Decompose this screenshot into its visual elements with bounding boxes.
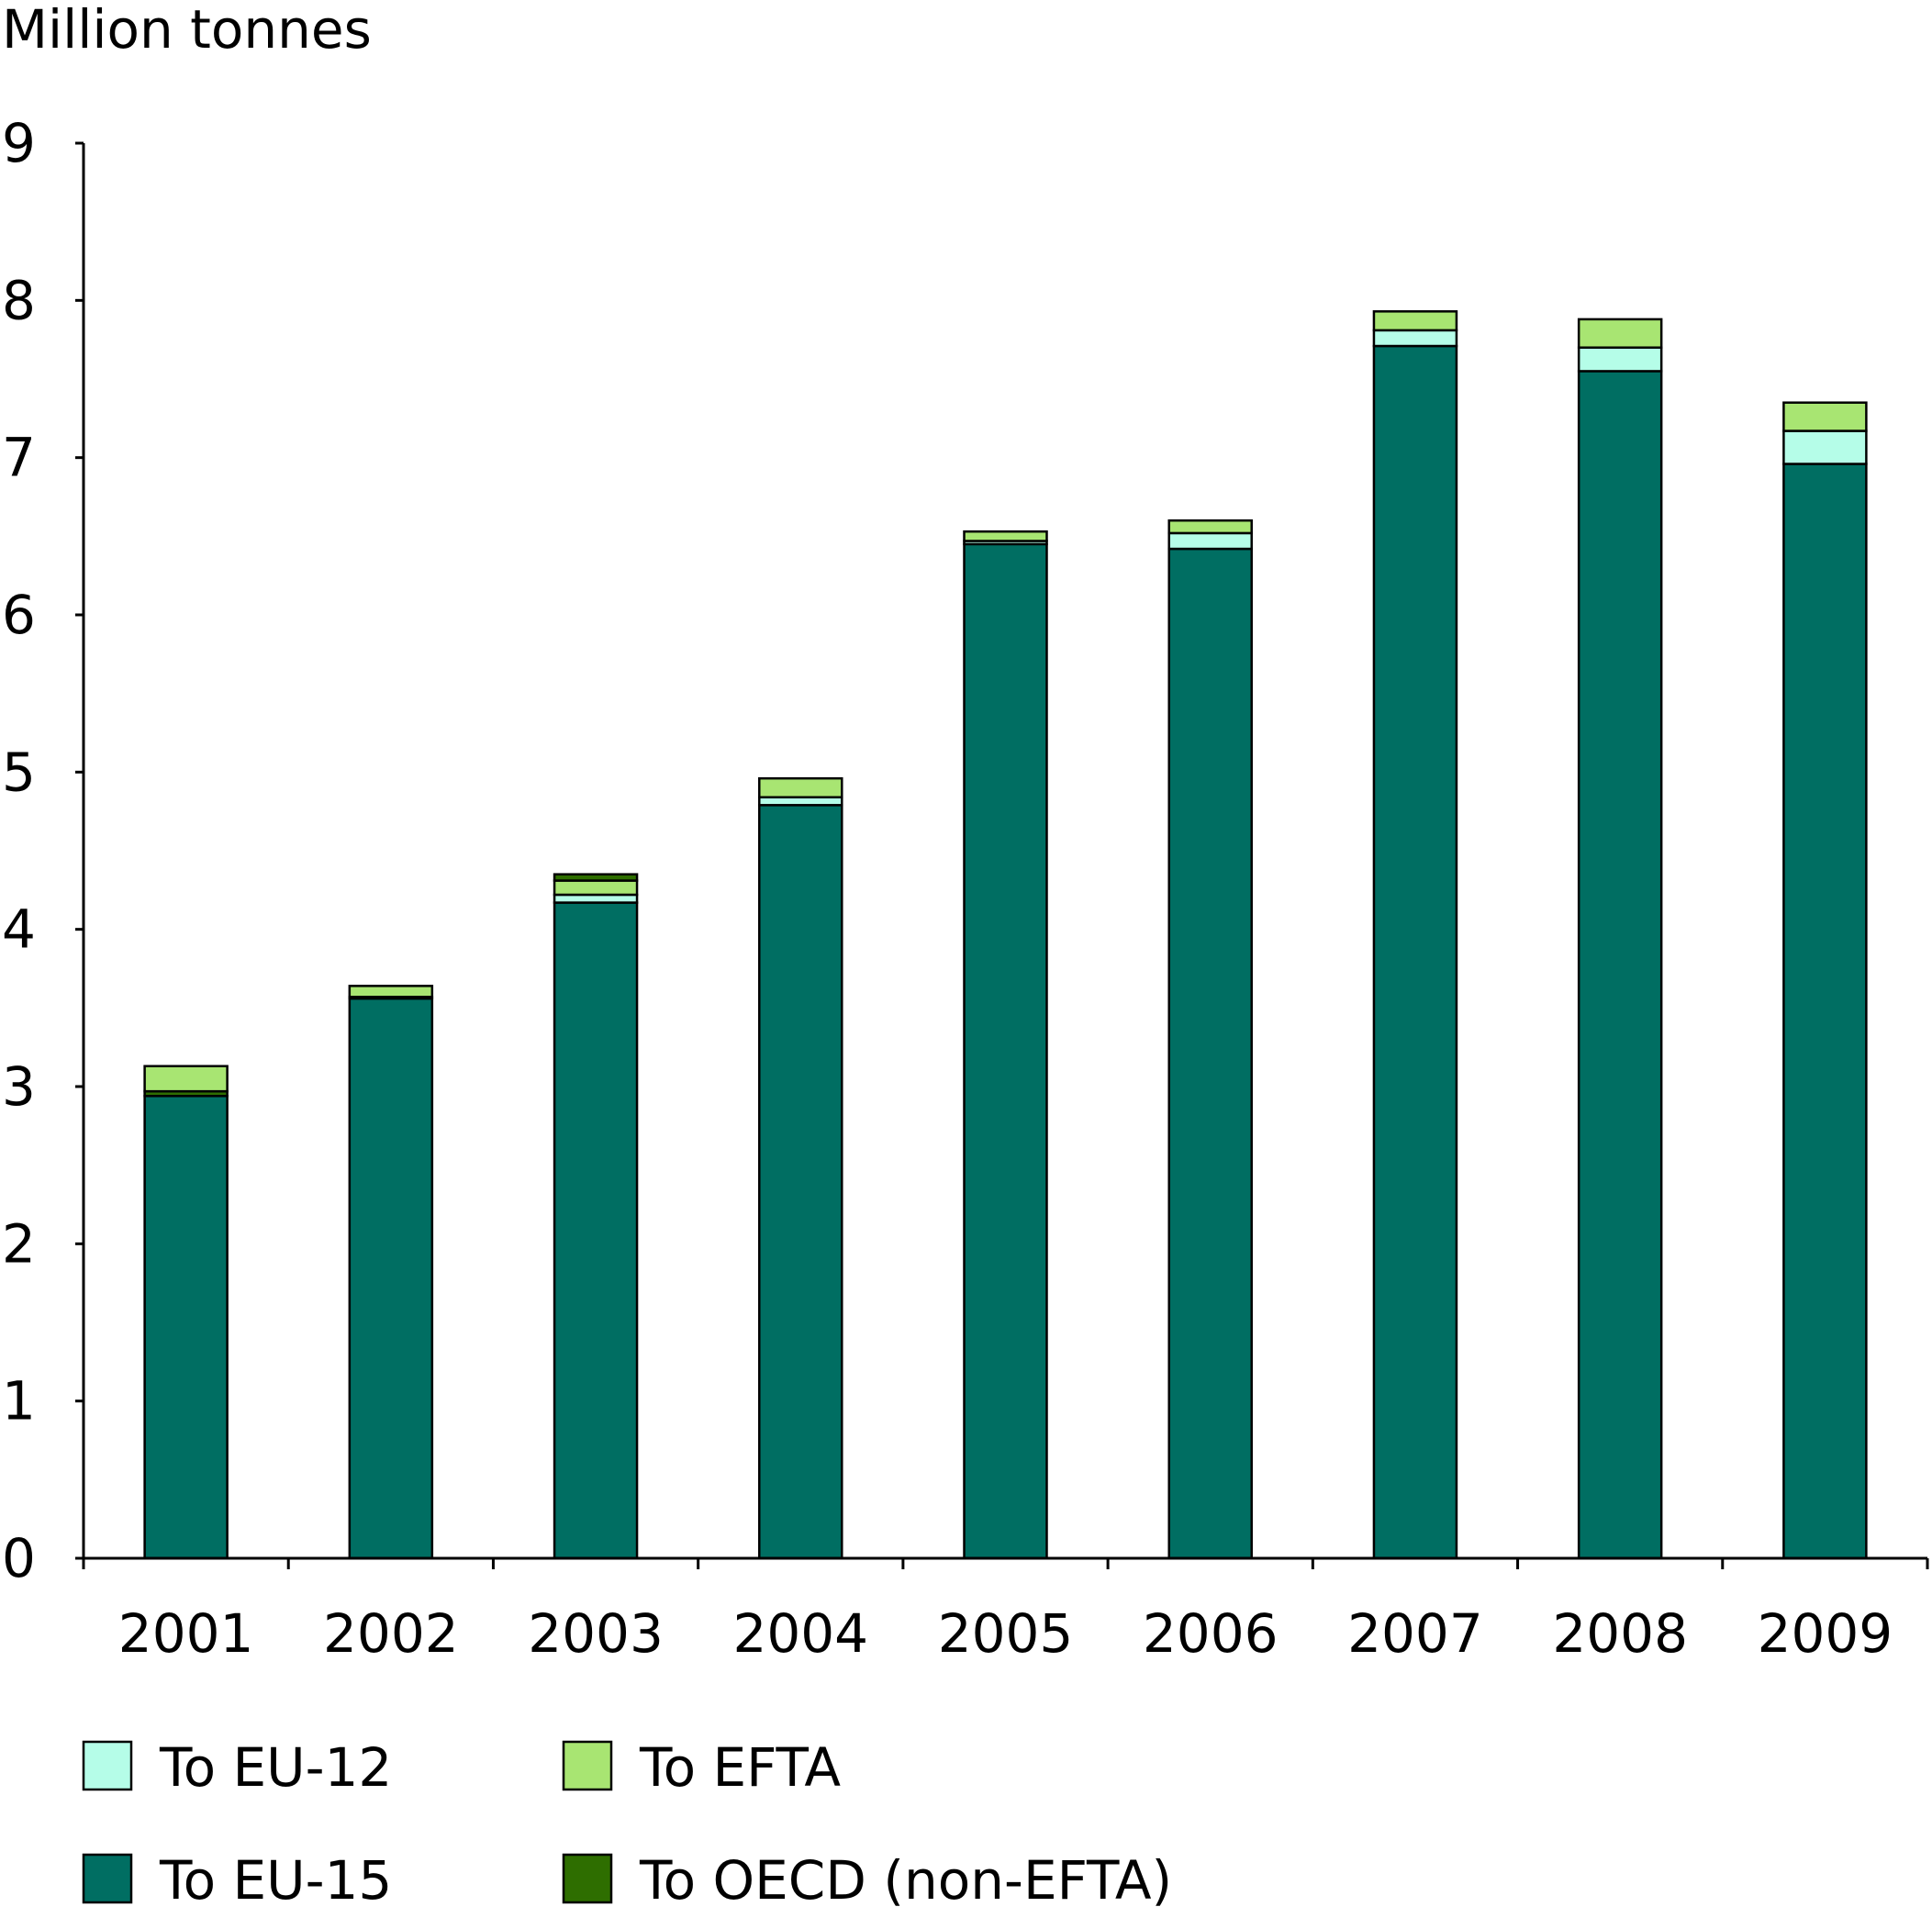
bar-group-2003 — [553, 873, 639, 1560]
bar-segment-2002-to-efta — [348, 985, 434, 998]
legend: To EU-12 To EU-15 To EFTA To OECD (non-EFTA… — [82, 1736, 1172, 1912]
y-axis-title: Million tonnes — [2, 0, 372, 61]
legend-swatch-to-eu-12 — [82, 1740, 133, 1791]
x-tick-label-2009: 2009 — [1758, 1602, 1893, 1665]
x-tick-label-2002: 2002 — [323, 1602, 459, 1665]
bar-segment-2006-to-efta — [1167, 519, 1253, 535]
x-tick-label-2001: 2001 — [118, 1602, 254, 1665]
bar-segment-2009-to-eu-12 — [1782, 429, 1868, 465]
bar-group-2001 — [143, 1065, 229, 1560]
bar-segment-2004-to-eu-12 — [758, 796, 843, 807]
axis-layer: 0 1 2 3 4 5 6 7 8 9 2001 2002 2003 2004 2005 2006 2007 20… — [2, 112, 1929, 1665]
bars-layer — [143, 310, 1868, 1560]
x-tick-label-2007: 2007 — [1347, 1602, 1483, 1665]
y-tick-label-5: 5 — [2, 741, 36, 803]
bar-segment-2009-to-efta — [1782, 401, 1868, 432]
bar-segment-2008-to-eu-12 — [1577, 346, 1663, 373]
bar-group-2007 — [1372, 310, 1458, 1560]
y-tick-label-0: 0 — [2, 1527, 36, 1589]
y-tick-label-7: 7 — [2, 427, 36, 489]
legend-item-to-eu-12: To EU-12 — [82, 1736, 392, 1799]
legend-label-to-eu-15: To EU-15 — [159, 1849, 392, 1912]
bar-segment-2004-to-eu-15 — [758, 804, 843, 1560]
y-tick-label-8: 8 — [2, 269, 36, 331]
bar-segment-2002-to-eu-15 — [348, 997, 434, 1560]
legend-item-to-oecd-non-efta: To OECD (non-EFTA) — [562, 1849, 1172, 1912]
bar-segment-2003-to-efta — [553, 879, 639, 897]
bar-segment-2006-to-eu-12 — [1167, 531, 1253, 551]
legend-swatch-to-efta — [562, 1740, 613, 1791]
bar-group-2002 — [348, 985, 434, 1560]
bar-group-2004 — [758, 776, 843, 1560]
y-tick-label-6: 6 — [2, 584, 36, 646]
y-tick-label-4: 4 — [2, 898, 36, 961]
bar-segment-2005-to-efta — [963, 530, 1048, 542]
bar-segment-2008-to-eu-15 — [1577, 370, 1663, 1560]
bar-segment-2007-to-eu-15 — [1372, 344, 1458, 1560]
bar-segment-2003-to-eu-12 — [553, 893, 639, 904]
x-tick-label-2003: 2003 — [528, 1602, 664, 1665]
legend-swatch-to-oecd-non-efta — [562, 1853, 613, 1904]
legend-swatch-to-eu-15 — [82, 1853, 133, 1904]
y-tick-label-1: 1 — [2, 1370, 36, 1433]
bar-segment-2007-to-efta — [1372, 310, 1458, 332]
x-tick-label-2006: 2006 — [1143, 1602, 1279, 1665]
bar-segment-2001-to-efta — [143, 1065, 229, 1093]
bar-group-2008 — [1577, 318, 1663, 1560]
bar-segment-2003-to-eu-15 — [553, 901, 639, 1560]
bar-group-2006 — [1167, 519, 1253, 1560]
y-tick-label-9: 9 — [2, 112, 36, 174]
legend-label-to-eu-12: To EU-12 — [159, 1736, 392, 1799]
bar-segment-2007-to-eu-12 — [1372, 329, 1458, 348]
x-tick-label-2008: 2008 — [1552, 1602, 1688, 1665]
x-tick-label-2005: 2005 — [938, 1602, 1074, 1665]
bar-segment-2006-to-eu-15 — [1167, 547, 1253, 1560]
bar-segment-2005-to-eu-15 — [963, 542, 1048, 1560]
bar-group-2005 — [963, 530, 1048, 1560]
legend-item-to-eu-15: To EU-15 — [82, 1849, 392, 1912]
bar-segment-2001-to-eu-15 — [143, 1095, 229, 1560]
bar-segment-2003-series-4 — [553, 873, 639, 882]
legend-item-to-efta: To EFTA — [562, 1736, 841, 1799]
bar-segment-2009-to-eu-15 — [1782, 463, 1868, 1560]
legend-label-to-oecd-non-efta: To OECD (non-EFTA) — [639, 1849, 1172, 1912]
legend-label-to-efta: To EFTA — [639, 1736, 841, 1799]
y-tick-label-2: 2 — [2, 1212, 36, 1275]
bar-segment-2004-to-efta — [758, 776, 843, 798]
y-tick-label-3: 3 — [2, 1055, 36, 1118]
x-tick-label-2004: 2004 — [732, 1602, 868, 1665]
bar-group-2009 — [1782, 401, 1868, 1560]
bar-segment-2008-to-efta — [1577, 318, 1663, 349]
